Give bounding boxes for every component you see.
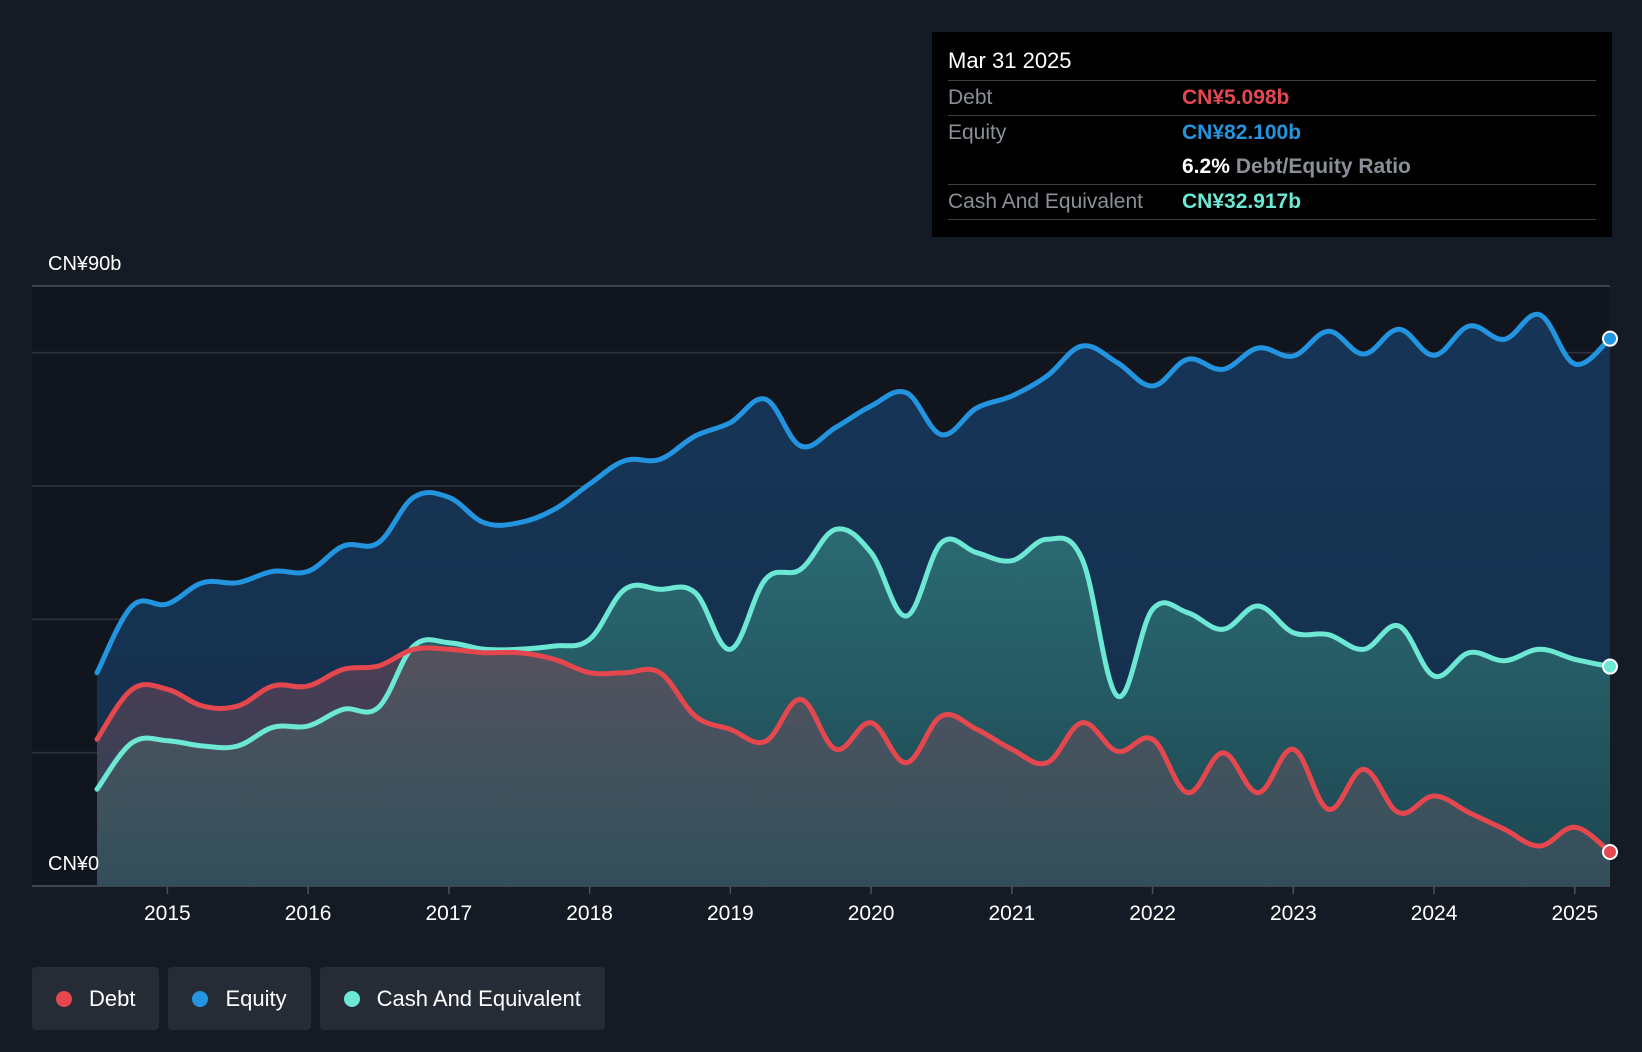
x-tick-label: 2019	[707, 902, 754, 925]
tooltip-debt-label: Debt	[948, 86, 993, 109]
x-tick-label: 2018	[566, 902, 613, 925]
legend-item-cash[interactable]: Cash And Equivalent	[319, 967, 605, 1030]
tooltip-cash-label: Cash And Equivalent	[948, 190, 1143, 213]
end-point-equity[interactable]	[1602, 330, 1618, 347]
line-debt	[94, 645, 1613, 855]
legend-item-debt[interactable]: Debt	[32, 967, 160, 1030]
y-axis-bottom-label: CN¥0	[48, 853, 99, 875]
line-equity	[94, 311, 1613, 676]
tooltip-ratio-label: Debt/Equity Ratio	[1235, 155, 1411, 178]
area-debt	[97, 647, 1610, 886]
tooltip-debt-value: CN¥5.098b	[1182, 86, 1290, 109]
x-tick-label: 2025	[1551, 902, 1598, 925]
x-tick-label: 2017	[426, 902, 473, 925]
tooltip-debt-row: Debt CN¥5.098b	[948, 81, 1596, 116]
x-tick-label: 2022	[1129, 902, 1176, 925]
end-point-debt[interactable]	[1602, 844, 1618, 861]
legend-label-equity: Equity	[225, 985, 287, 1011]
legend-label-cash: Cash And Equivalent	[376, 985, 581, 1011]
x-tick-label: 2016	[285, 902, 332, 925]
y-axis-top-label: CN¥90b	[48, 253, 121, 275]
series-lines	[94, 311, 1613, 855]
tooltip-equity-label: Equity	[948, 121, 1007, 144]
tooltip-date: Mar 31 2025	[948, 46, 1596, 81]
x-tick-label: 2020	[848, 902, 895, 925]
x-tick-label: 2015	[144, 902, 191, 925]
legend-item-equity[interactable]: Equity	[168, 967, 311, 1030]
cash-dot-icon	[343, 990, 360, 1007]
tooltip-panel: Mar 31 2025 Debt CN¥5.098b Equity CN¥82.…	[932, 32, 1612, 237]
series-end-markers	[1602, 330, 1618, 861]
debt-dot-icon	[56, 990, 72, 1007]
tooltip-equity-value: CN¥82.100b	[1182, 121, 1302, 144]
x-tick-label: 2024	[1411, 902, 1458, 925]
tooltip-cash-value: CN¥32.917b	[1182, 190, 1302, 213]
tooltip-equity-row: Equity CN¥82.100b	[948, 116, 1596, 150]
end-point-cash[interactable]	[1602, 658, 1618, 675]
x-tick-label: 2021	[988, 902, 1035, 925]
tooltip-ratio-spacer	[948, 150, 1182, 184]
legend-label-debt: Debt	[89, 985, 136, 1011]
tooltip-ratio-value: 6.2%	[1182, 155, 1230, 178]
x-axis-ticks: 2015 2016 2017 2018 2019 2020 2021 2022 2023 2024…	[144, 886, 1598, 925]
x-tick-label: 2023	[1270, 902, 1317, 925]
line-cash	[94, 526, 1613, 792]
tooltip-ratio-row: 6.2% Debt/Equity Ratio	[948, 150, 1596, 185]
series-areas	[97, 314, 1610, 886]
legend: Debt Equity Cash And Equivalent	[32, 967, 605, 1030]
equity-dot-icon	[192, 990, 209, 1007]
tooltip-cash-row: Cash And Equivalent CN¥32.917b	[948, 185, 1596, 220]
